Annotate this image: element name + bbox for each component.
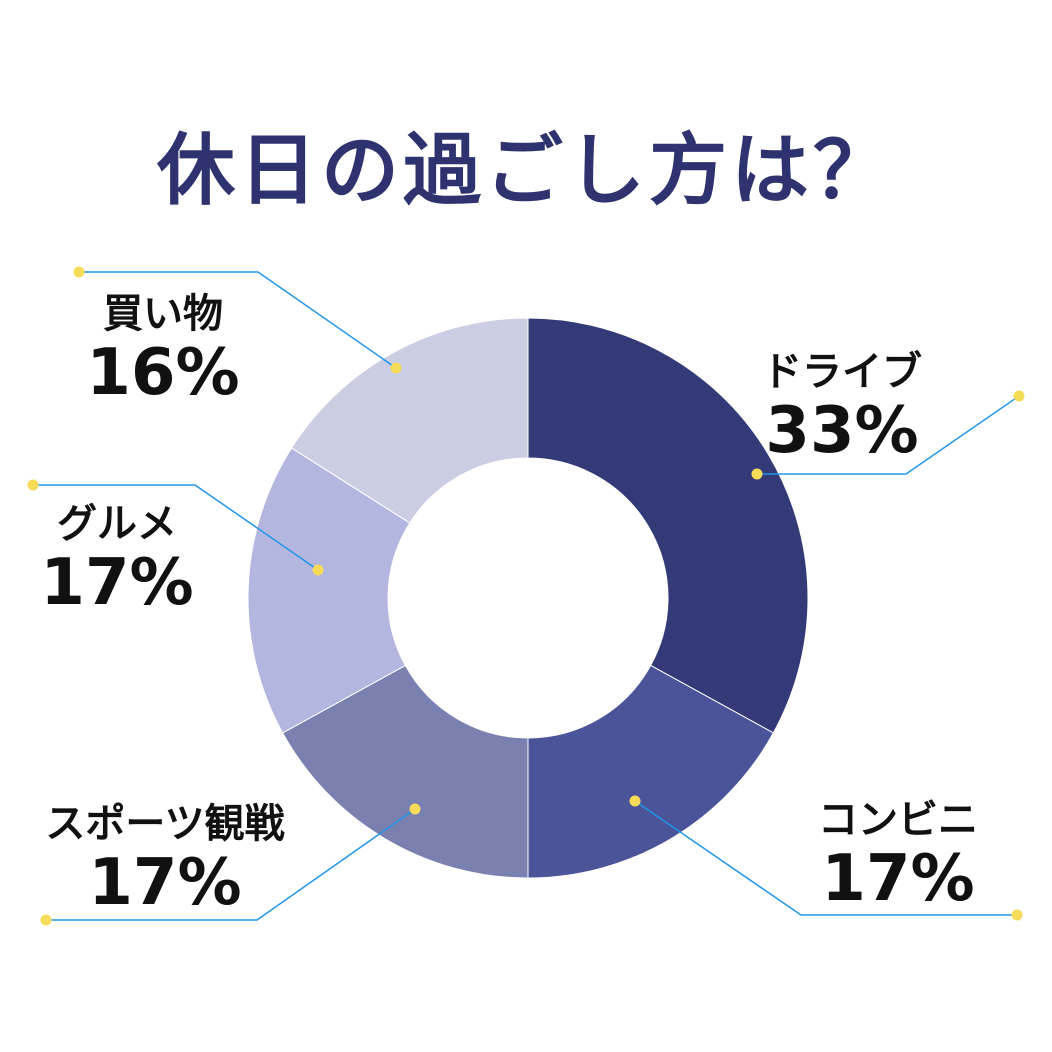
label-drive-name: ドライブ — [762, 349, 922, 395]
leader-convenience — [634, 800, 1017, 916]
leader-lines — [27, 266, 1025, 926]
leader-gourmet-start-dot — [312, 564, 324, 576]
label-shopping: 買い物 16% — [86, 290, 239, 408]
label-shopping-value: 16% — [86, 336, 240, 410]
leader-gourmet — [33, 484, 319, 571]
label-gourmet-name: グルメ — [57, 501, 177, 547]
label-convenience: コンビニ 17% — [818, 796, 978, 914]
leader-drive-end-dot — [1013, 390, 1025, 402]
label-gourmet-value: 17% — [40, 546, 194, 620]
donut-slices — [247, 317, 809, 879]
leader-sports-start-dot — [409, 803, 421, 815]
leader-sports-end-dot — [40, 914, 52, 926]
slice-shopping — [290, 317, 529, 524]
label-shopping-name: 買い物 — [103, 291, 223, 337]
leader-convenience-start-dot — [629, 795, 641, 807]
leader-convenience-end-dot — [1011, 909, 1023, 921]
label-gourmet: グルメ 17% — [40, 500, 193, 618]
slice-gourmet — [247, 447, 411, 734]
label-convenience-value: 17% — [821, 842, 975, 916]
label-sports-value: 17% — [88, 846, 242, 920]
slice-sports — [281, 664, 529, 879]
leader-sports — [46, 808, 416, 921]
label-sports-name: スポーツ観戦 — [45, 801, 285, 847]
slice-convenience — [527, 664, 775, 879]
label-drive-value: 33% — [765, 394, 919, 468]
label-drive: ドライブ 33% — [762, 348, 922, 466]
slice-drive — [527, 317, 809, 734]
leader-drive-start-dot — [751, 468, 763, 480]
leader-shopping-end-dot — [73, 266, 85, 278]
label-convenience-name: コンビニ — [818, 797, 978, 843]
leader-drive — [757, 395, 1020, 475]
label-sports: スポーツ観戦 17% — [45, 800, 284, 918]
chart-title: 休日の過ごし方は？ — [156, 126, 895, 216]
leader-shopping-start-dot — [390, 362, 402, 374]
leader-gourmet-end-dot — [27, 479, 39, 491]
leader-shopping — [79, 271, 397, 369]
